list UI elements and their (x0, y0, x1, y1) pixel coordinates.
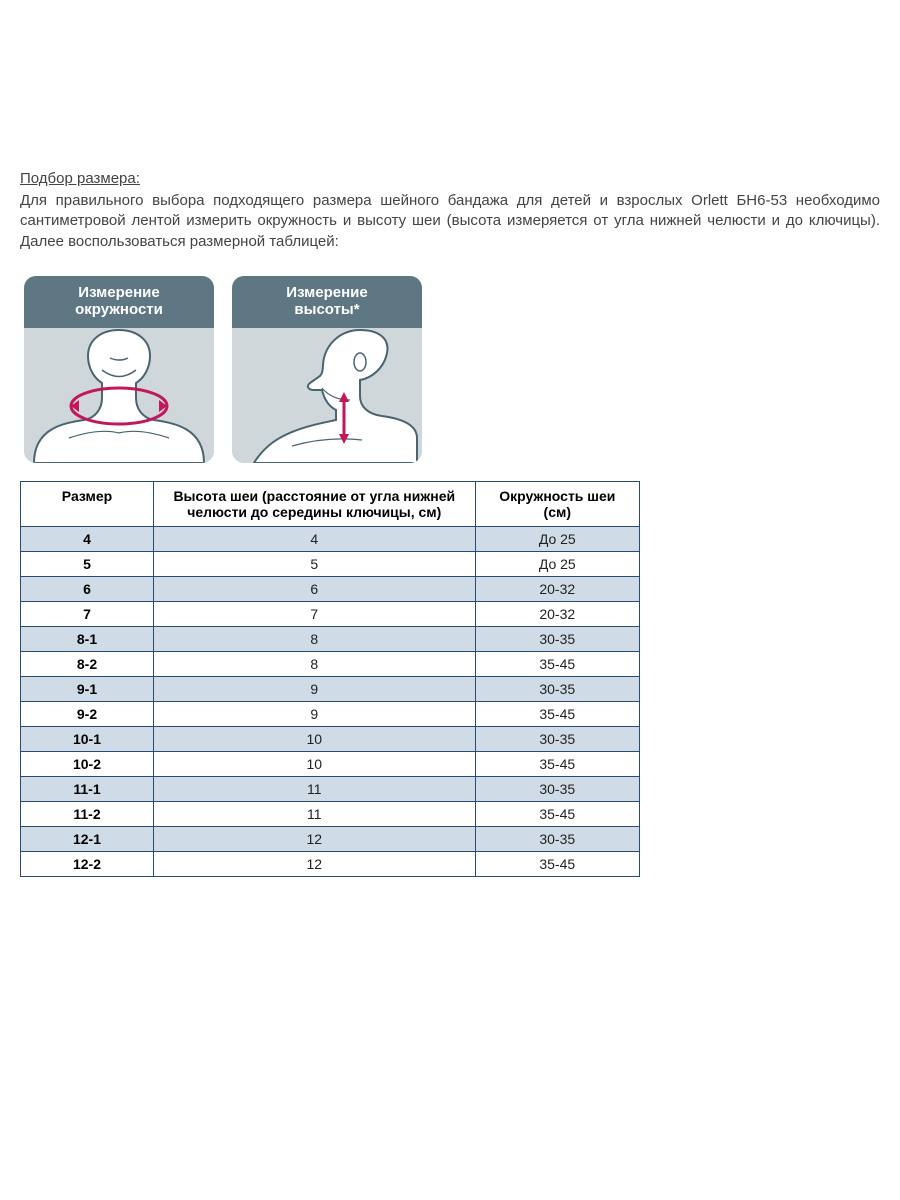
table-row: 7720-32 (21, 602, 640, 627)
size-table: Размер Высота шеи (расстояние от угла ни… (20, 481, 640, 877)
cell-neck-height: 12 (154, 852, 476, 877)
cell-neck-height: 8 (154, 652, 476, 677)
table-row: 9-2935-45 (21, 702, 640, 727)
table-row: 12-21235-45 (21, 852, 640, 877)
cell-size: 8-1 (21, 627, 154, 652)
circumference-card-header: Измерениеокружности (24, 276, 214, 329)
section-heading: Подбор размера: (20, 170, 880, 187)
table-row: 12-11230-35 (21, 827, 640, 852)
table-row: 10-11030-35 (21, 727, 640, 752)
cell-neck-height: 9 (154, 702, 476, 727)
cell-circumference: 30-35 (475, 627, 639, 652)
table-row: 44До 25 (21, 527, 640, 552)
cell-size: 4 (21, 527, 154, 552)
cell-neck-height: 12 (154, 827, 476, 852)
cell-size: 10-2 (21, 752, 154, 777)
cell-size: 9-2 (21, 702, 154, 727)
cell-size: 8-2 (21, 652, 154, 677)
cell-size: 12-1 (21, 827, 154, 852)
table-row: 9-1930-35 (21, 677, 640, 702)
cell-neck-height: 4 (154, 527, 476, 552)
cell-circumference: 35-45 (475, 652, 639, 677)
height-illustration (232, 328, 422, 463)
cell-circumference: 30-35 (475, 777, 639, 802)
height-card: Измерениевысоты* (232, 276, 422, 464)
cell-neck-height: 9 (154, 677, 476, 702)
table-row: 6620-32 (21, 577, 640, 602)
cell-size: 10-1 (21, 727, 154, 752)
cell-neck-height: 6 (154, 577, 476, 602)
cell-size: 12-2 (21, 852, 154, 877)
cell-circumference: 35-45 (475, 702, 639, 727)
table-row: 11-11130-35 (21, 777, 640, 802)
cell-size: 9-1 (21, 677, 154, 702)
cell-circumference: 30-35 (475, 827, 639, 852)
cell-neck-height: 11 (154, 777, 476, 802)
cell-circumference: До 25 (475, 527, 639, 552)
col-header-size: Размер (21, 482, 154, 527)
cell-neck-height: 5 (154, 552, 476, 577)
table-row: 11-21135-45 (21, 802, 640, 827)
cell-neck-height: 7 (154, 602, 476, 627)
table-row: 10-21035-45 (21, 752, 640, 777)
cell-size: 11-2 (21, 802, 154, 827)
cell-circumference: До 25 (475, 552, 639, 577)
col-header-neck-height: Высота шеи (расстояние от угла нижней че… (154, 482, 476, 527)
cell-neck-height: 10 (154, 727, 476, 752)
cell-circumference: 35-45 (475, 852, 639, 877)
height-card-header: Измерениевысоты* (232, 276, 422, 329)
table-header-row: Размер Высота шеи (расстояние от угла ни… (21, 482, 640, 527)
cell-neck-height: 8 (154, 627, 476, 652)
cell-circumference: 20-32 (475, 602, 639, 627)
cell-circumference: 35-45 (475, 752, 639, 777)
cell-size: 5 (21, 552, 154, 577)
cell-size: 6 (21, 577, 154, 602)
circumference-card: Измерениеокружности (24, 276, 214, 464)
col-header-circumference: Окружность шеи (см) (475, 482, 639, 527)
cell-neck-height: 10 (154, 752, 476, 777)
measurement-diagrams: Измерениеокружности (24, 276, 880, 464)
cell-size: 11-1 (21, 777, 154, 802)
intro-paragraph: Для правильного выбора подходящего разме… (20, 191, 880, 252)
cell-size: 7 (21, 602, 154, 627)
table-row: 55До 25 (21, 552, 640, 577)
cell-circumference: 30-35 (475, 727, 639, 752)
cell-circumference: 35-45 (475, 802, 639, 827)
cell-circumference: 20-32 (475, 577, 639, 602)
circumference-illustration (24, 328, 214, 463)
cell-circumference: 30-35 (475, 677, 639, 702)
table-row: 8-2835-45 (21, 652, 640, 677)
cell-neck-height: 11 (154, 802, 476, 827)
table-row: 8-1830-35 (21, 627, 640, 652)
